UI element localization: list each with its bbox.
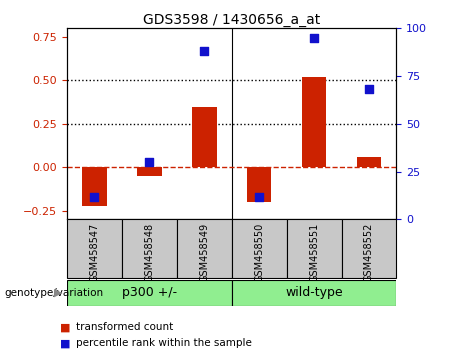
Bar — [122, 219, 177, 278]
Text: percentile rank within the sample: percentile rank within the sample — [76, 338, 252, 348]
Point — [201, 48, 208, 54]
Text: genotype/variation: genotype/variation — [5, 288, 104, 298]
Text: wild-type: wild-type — [285, 286, 343, 299]
Bar — [231, 280, 396, 306]
Point — [255, 194, 263, 199]
Point — [146, 159, 153, 165]
Text: ▶: ▶ — [54, 288, 62, 298]
Bar — [287, 219, 342, 278]
Bar — [177, 219, 231, 278]
Text: GSM458549: GSM458549 — [199, 222, 209, 281]
Bar — [342, 219, 396, 278]
Bar — [67, 219, 122, 278]
Text: GSM458551: GSM458551 — [309, 222, 319, 282]
Point — [365, 87, 372, 92]
Bar — [231, 219, 287, 278]
Bar — [301, 77, 326, 167]
Text: GSM458548: GSM458548 — [144, 222, 154, 281]
Bar — [67, 280, 231, 306]
Text: GSM458550: GSM458550 — [254, 222, 264, 282]
Bar — [192, 107, 217, 167]
Bar — [357, 157, 381, 167]
Bar — [247, 167, 272, 202]
Bar — [137, 167, 162, 176]
Text: GSM458547: GSM458547 — [89, 222, 99, 282]
Text: ■: ■ — [60, 338, 71, 348]
Bar — [82, 167, 106, 206]
Text: GSM458552: GSM458552 — [364, 222, 374, 282]
Text: ■: ■ — [60, 322, 71, 332]
Point — [91, 194, 98, 199]
Title: GDS3598 / 1430656_a_at: GDS3598 / 1430656_a_at — [143, 13, 320, 27]
Text: p300 +/-: p300 +/- — [122, 286, 177, 299]
Point — [310, 35, 318, 41]
Text: transformed count: transformed count — [76, 322, 173, 332]
